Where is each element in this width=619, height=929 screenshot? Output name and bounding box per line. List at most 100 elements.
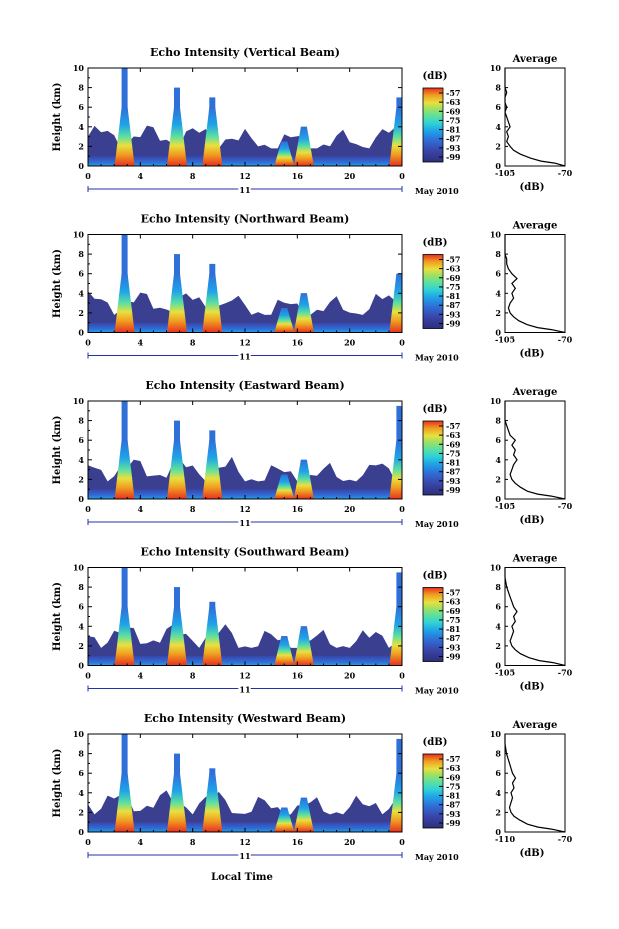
avg-y-tick-label: 2 — [495, 474, 501, 484]
x-tick-label: 20 — [344, 837, 356, 847]
x-tick-label: 8 — [190, 504, 196, 514]
low-echo-layer — [88, 624, 402, 666]
x-tick-label: 4 — [138, 837, 144, 847]
y-tick-label: 10 — [73, 396, 85, 406]
heatmap — [88, 401, 402, 499]
average-frame — [504, 67, 566, 167]
avg-y-tick-label: 2 — [495, 807, 501, 817]
colorbar-tick-label: -87 — [446, 633, 460, 643]
average-frame — [504, 234, 566, 333]
colorbar-tick-label: -63 — [446, 430, 461, 440]
avg-x-tick-label: -110 — [495, 834, 515, 844]
avg-y-tick-label: 10 — [490, 563, 502, 573]
colorbar-tick-label: -93 — [446, 642, 461, 652]
rain-event — [274, 807, 295, 832]
avg-y-tick-label: 2 — [495, 641, 501, 651]
day-label: 11 — [239, 185, 250, 195]
rain-event — [274, 636, 295, 666]
avg-y-tick-label: 8 — [495, 83, 501, 93]
rain-event — [202, 440, 223, 499]
y-tick-label: 2 — [78, 308, 84, 318]
y-axis-label: Height (km) — [52, 582, 63, 651]
y-tick-label: 2 — [78, 474, 84, 484]
rain-event — [202, 273, 223, 333]
avg-y-tick-label: 6 — [495, 435, 501, 445]
average-title: Average — [512, 387, 558, 398]
rain-event — [114, 440, 135, 499]
y-tick-label: 10 — [73, 63, 85, 73]
average-frame — [504, 733, 566, 833]
date-label: May 2010 — [415, 852, 459, 862]
colorbar-tick-label: -69 — [446, 106, 461, 116]
rain-event — [202, 606, 223, 666]
colorbar-tick-label: -63 — [446, 763, 461, 773]
x-tick-label: 8 — [190, 338, 196, 348]
y-tick-label: 2 — [78, 141, 84, 151]
colorbar-tick-label: -75 — [446, 781, 460, 791]
avg-y-tick-label: 6 — [495, 102, 501, 112]
heatmap — [88, 234, 402, 333]
panel-2: Echo Intensity (Eastward Beam) 0 2 4 6 8 10 Hei… — [52, 379, 573, 530]
y-tick-label: 4 — [78, 288, 84, 298]
panel-title: Echo Intensity (Southward Beam) — [141, 546, 350, 559]
colorbar-tick-label: -57 — [446, 255, 460, 265]
y-tick-label: 8 — [78, 249, 84, 259]
y-tick-label: 8 — [78, 83, 84, 93]
rain-event — [274, 141, 295, 166]
y-tick-label: 4 — [78, 455, 84, 465]
avg-y-tick-label: 4 — [495, 122, 501, 132]
avg-x-tick-label: -105 — [495, 168, 515, 178]
avg-y-tick-label: 2 — [495, 308, 501, 318]
rain-event — [274, 474, 295, 499]
colorbar-tick-label: -81 — [446, 791, 460, 801]
colorbar-tick-label: -75 — [446, 615, 460, 625]
x-tick-label: 0 — [85, 171, 91, 181]
colorbar-tick-label: -75 — [446, 115, 460, 125]
average-profile-line — [504, 734, 566, 833]
avg-y-tick-label: 8 — [495, 749, 501, 759]
avg-y-tick-label: 0 — [495, 328, 501, 338]
rain-event — [114, 273, 135, 333]
avg-y-tick-label: 0 — [495, 827, 501, 837]
x-tick-label: 16 — [292, 504, 304, 514]
avg-x-tick-label: -70 — [558, 834, 573, 844]
rain-event — [114, 773, 135, 832]
y-tick-label: 6 — [78, 435, 84, 445]
rain-event — [389, 773, 402, 832]
colorbar-tick-label: -93 — [446, 809, 461, 819]
colorbar-tick-label: -69 — [446, 439, 461, 449]
x-tick-label: 0 — [399, 671, 405, 681]
rain-event — [293, 293, 314, 333]
y-tick-label: 4 — [78, 122, 84, 132]
y-tick-label: 8 — [78, 749, 84, 759]
colorbar-tick-label: -63 — [446, 264, 461, 274]
colorbar-label: (dB) — [423, 71, 448, 82]
avg-y-tick-label: 4 — [495, 788, 501, 798]
y-tick-label: 0 — [78, 827, 84, 837]
y-tick-label: 6 — [78, 102, 84, 112]
x-tick-label: 0 — [399, 504, 405, 514]
avg-y-tick-label: 6 — [495, 768, 501, 778]
y-tick-label: 6 — [78, 269, 84, 279]
day-label: 11 — [239, 851, 250, 861]
colorbar-tick-label: -93 — [446, 309, 461, 319]
rain-event — [293, 126, 314, 166]
y-tick-label: 4 — [78, 621, 84, 631]
average-x-label: (dB) — [520, 515, 545, 526]
rain-event — [293, 459, 314, 499]
colorbar-tick-label: -75 — [446, 448, 460, 458]
y-tick-label: 10 — [73, 729, 85, 739]
rain-event — [167, 606, 187, 666]
y-tick-label: 6 — [78, 768, 84, 778]
date-label: May 2010 — [415, 519, 459, 529]
avg-y-tick-label: 10 — [490, 230, 502, 240]
avg-y-tick-label: 10 — [490, 396, 502, 406]
rain-event — [167, 273, 187, 333]
rain-event — [202, 773, 223, 832]
x-tick-label: 4 — [138, 171, 144, 181]
near-ground-band — [88, 655, 402, 666]
colorbar-tick-label: -99 — [446, 818, 461, 828]
average-x-label: (dB) — [520, 182, 545, 193]
average-profile-line — [504, 401, 566, 500]
